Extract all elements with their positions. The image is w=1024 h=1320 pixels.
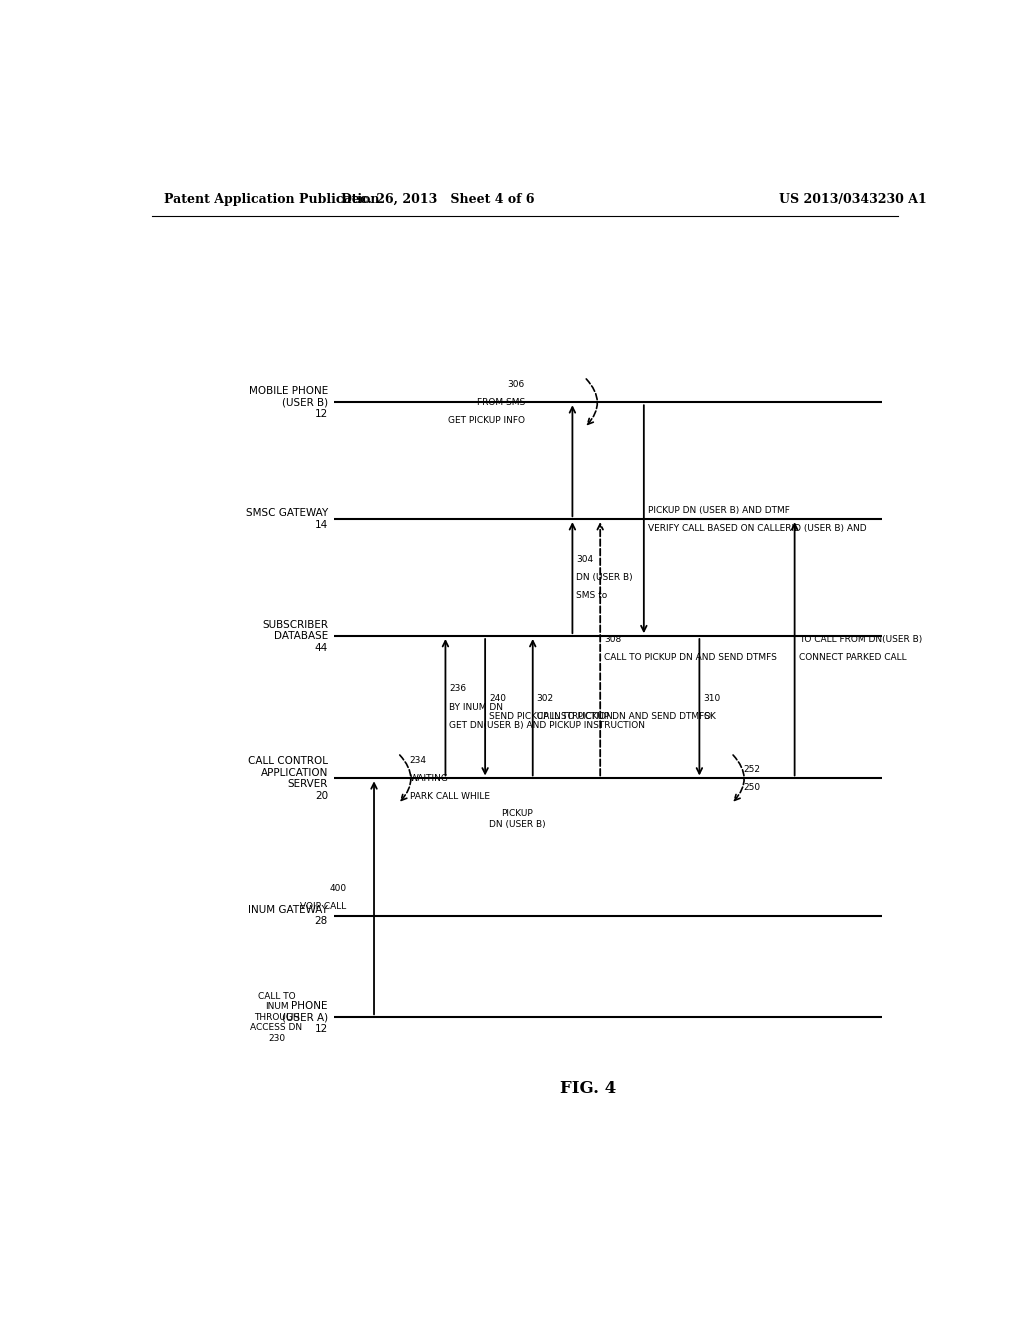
Text: WAITING: WAITING xyxy=(410,774,449,783)
Text: INUM GATEWAY
28: INUM GATEWAY 28 xyxy=(248,904,328,927)
Text: 306: 306 xyxy=(508,380,524,388)
Text: CALL TO PICKUP DN AND SEND DTMFS: CALL TO PICKUP DN AND SEND DTMFS xyxy=(604,653,777,663)
Text: 308: 308 xyxy=(604,635,622,644)
Text: CALL CONTROL
APPLICATION
SERVER
20: CALL CONTROL APPLICATION SERVER 20 xyxy=(248,756,328,801)
Text: PICKUP DN (USER B) AND DTMF: PICKUP DN (USER B) AND DTMF xyxy=(648,506,790,515)
Text: VOIP CALL: VOIP CALL xyxy=(300,903,346,912)
Text: VERIFY CALL BASED ON CALLERID (USER B) AND: VERIFY CALL BASED ON CALLERID (USER B) A… xyxy=(648,524,866,533)
Text: 310: 310 xyxy=(703,693,721,702)
Text: 250: 250 xyxy=(743,783,760,792)
Text: FIG. 4: FIG. 4 xyxy=(560,1080,616,1097)
Text: SEND PICKUP INSTRUCTION: SEND PICKUP INSTRUCTION xyxy=(489,711,612,721)
Text: GET PICKUP INFO: GET PICKUP INFO xyxy=(447,416,524,425)
Text: PHONE
(USER A)
12: PHONE (USER A) 12 xyxy=(282,1001,328,1034)
Text: DN (USER B): DN (USER B) xyxy=(577,573,633,582)
Text: 234: 234 xyxy=(410,755,427,764)
Text: OK: OK xyxy=(703,711,716,721)
Text: FROM SMS: FROM SMS xyxy=(476,397,524,407)
Text: 400: 400 xyxy=(329,884,346,894)
Text: SUBSCRIBER
DATABASE
44: SUBSCRIBER DATABASE 44 xyxy=(262,619,328,652)
Text: TO CALL FROM DN(USER B): TO CALL FROM DN(USER B) xyxy=(799,635,922,644)
Text: 240: 240 xyxy=(489,693,506,702)
Text: 236: 236 xyxy=(450,685,467,693)
Text: PICKUP
DN (USER B): PICKUP DN (USER B) xyxy=(489,809,546,829)
Text: 252: 252 xyxy=(743,764,760,774)
Text: MOBILE PHONE
(USER B)
12: MOBILE PHONE (USER B) 12 xyxy=(249,385,328,418)
Text: 302: 302 xyxy=(537,693,554,702)
Text: CALL TO PICKUP DN AND SEND DTMFS: CALL TO PICKUP DN AND SEND DTMFS xyxy=(537,711,710,721)
Text: SMS to: SMS to xyxy=(577,591,607,601)
Text: PARK CALL WHILE: PARK CALL WHILE xyxy=(410,792,489,801)
Text: SMSC GATEWAY
14: SMSC GATEWAY 14 xyxy=(246,508,328,531)
Text: CONNECT PARKED CALL: CONNECT PARKED CALL xyxy=(799,653,906,663)
Text: US 2013/0343230 A1: US 2013/0343230 A1 xyxy=(778,193,927,206)
Text: Dec. 26, 2013   Sheet 4 of 6: Dec. 26, 2013 Sheet 4 of 6 xyxy=(341,193,535,206)
Text: GET DN(USER B) AND PICKUP INSTRUCTION: GET DN(USER B) AND PICKUP INSTRUCTION xyxy=(450,721,645,730)
Text: Patent Application Publication: Patent Application Publication xyxy=(164,193,379,206)
Text: 304: 304 xyxy=(577,554,594,564)
Text: CALL TO
INUM
THROUGH
ACCESS DN
230: CALL TO INUM THROUGH ACCESS DN 230 xyxy=(251,991,303,1043)
Text: BY INUM DN: BY INUM DN xyxy=(450,702,504,711)
